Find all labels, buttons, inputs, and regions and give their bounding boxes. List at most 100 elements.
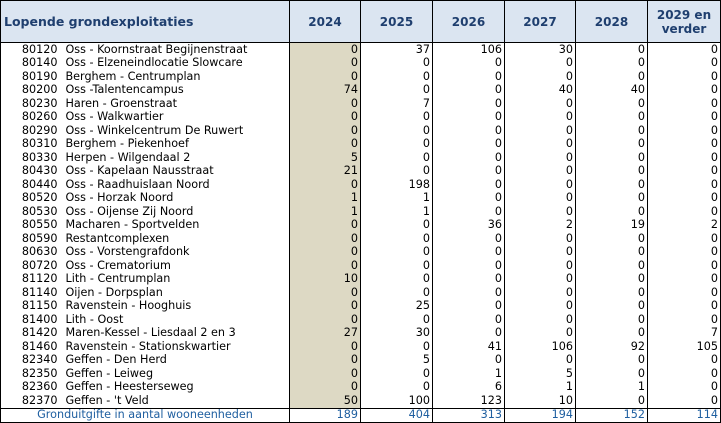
year-value: 0 xyxy=(647,191,721,205)
year-value: 0 xyxy=(432,97,505,111)
year-header: 2024 xyxy=(289,0,361,43)
year-value: 1 xyxy=(432,367,505,381)
table-row: 80530 Oss - Oijense Zij Noord 1 1 0 0 0 0 xyxy=(0,205,721,219)
year-value: 0 xyxy=(360,110,433,124)
year-value: 0 xyxy=(647,164,721,178)
year-value: 0 xyxy=(575,178,648,192)
year-value: 100 xyxy=(360,394,433,409)
table-row: 80310 Berghem - Piekenhoef 0 0 0 0 0 0 xyxy=(0,137,721,151)
year-value: 0 xyxy=(575,124,648,138)
year-value: 0 xyxy=(647,394,721,409)
project-name: Oss - Vorstengrafdonk xyxy=(59,245,290,259)
project-name: Oss - Raadhuislaan Noord xyxy=(59,178,290,192)
table-row: 80550 Macharen - Sportvelden 0 0 36 2 19 2 xyxy=(0,218,721,232)
project-name: Oss -Talentencampus xyxy=(59,83,290,97)
table-row: 80260 Oss - Walkwartier 0 0 0 0 0 0 xyxy=(0,110,721,124)
year-value: 0 xyxy=(575,110,648,124)
year-header: 2028 xyxy=(575,0,648,43)
year-value: 0 xyxy=(289,299,361,313)
year-value: 1 xyxy=(360,205,433,219)
year-value: 0 xyxy=(432,272,505,286)
year-value: 0 xyxy=(289,110,361,124)
year-value: 0 xyxy=(504,56,576,70)
year-value: 0 xyxy=(575,326,648,340)
year-value: 0 xyxy=(360,218,433,232)
year-value: 0 xyxy=(647,70,721,84)
year-value: 0 xyxy=(360,340,433,354)
project-code: 80120 xyxy=(0,42,60,57)
year-value: 36 xyxy=(432,218,505,232)
year-value: 2 xyxy=(647,218,721,232)
year-value: 0 xyxy=(289,178,361,192)
project-name: Geffen - Leiweg xyxy=(59,367,290,381)
year-value: 0 xyxy=(647,42,721,57)
project-code: 80330 xyxy=(0,151,60,165)
year-value: 30 xyxy=(504,42,576,57)
year-header: 2026 xyxy=(432,0,505,43)
year-value: 0 xyxy=(575,97,648,111)
year-value: 0 xyxy=(504,326,576,340)
year-value: 0 xyxy=(647,151,721,165)
table-row: 81460 Ravenstein - Stationskwartier 0 0 41 10… xyxy=(0,340,721,354)
project-code: 80230 xyxy=(0,97,60,111)
table-row: 80430 Oss - Kapelaan Nausstraat 21 0 0 0 0 0 xyxy=(0,164,721,178)
year-value: 0 xyxy=(360,380,433,394)
year-value: 0 xyxy=(504,313,576,327)
year-value: 0 xyxy=(647,380,721,394)
table-row: 80120 Oss - Koornstraat Begijnenstraat 0 37… xyxy=(0,42,721,57)
project-name: Ravenstein - Stationskwartier xyxy=(59,340,290,354)
project-code: 80630 xyxy=(0,245,60,259)
year-value: 105 xyxy=(647,340,721,354)
year-value: 0 xyxy=(289,97,361,111)
year-value: 0 xyxy=(360,286,433,300)
project-code: 80550 xyxy=(0,218,60,232)
year-value: 0 xyxy=(432,205,505,219)
year-value: 5 xyxy=(360,353,433,367)
year-value: 0 xyxy=(504,110,576,124)
year-value: 0 xyxy=(360,124,433,138)
year-value: 0 xyxy=(504,164,576,178)
year-value: 0 xyxy=(504,272,576,286)
table-row: 80200 Oss -Talentencampus 74 0 0 40 40 0 xyxy=(0,83,721,97)
year-value: 1 xyxy=(504,380,576,394)
year-value: 0 xyxy=(432,353,505,367)
project-name: Geffen - Den Herd xyxy=(59,353,290,367)
year-value: 0 xyxy=(575,353,648,367)
table-row: 80720 Oss - Crematorium 0 0 0 0 0 0 xyxy=(0,259,721,273)
year-value: 0 xyxy=(647,299,721,313)
year-value: 2 xyxy=(504,218,576,232)
year-value: 0 xyxy=(647,232,721,246)
project-name: Restantcomplexen xyxy=(59,232,290,246)
table-row: 80290 Oss - Winkelcentrum De Ruwert 0 0 0 0 0 0 xyxy=(0,124,721,138)
year-value: 0 xyxy=(432,178,505,192)
year-value: 0 xyxy=(575,70,648,84)
year-value: 0 xyxy=(575,56,648,70)
year-value: 0 xyxy=(504,137,576,151)
year-value: 0 xyxy=(289,353,361,367)
table-row: 80140 Oss - Elzeneindlocatie Slowcare 0 0 0 0… xyxy=(0,56,721,70)
table-row: 81140 Oijen - Dorpsplan 0 0 0 0 0 0 xyxy=(0,286,721,300)
year-value: 0 xyxy=(432,83,505,97)
year-value: 0 xyxy=(575,137,648,151)
year-value: 0 xyxy=(647,313,721,327)
year-value: 0 xyxy=(432,245,505,259)
year-value: 0 xyxy=(289,245,361,259)
project-code: 82340 xyxy=(0,353,60,367)
year-value: 0 xyxy=(575,272,648,286)
project-code: 81420 xyxy=(0,326,60,340)
project-code: 80430 xyxy=(0,164,60,178)
year-value: 0 xyxy=(360,164,433,178)
table-row: 82340 Geffen - Den Herd 0 5 0 0 0 0 xyxy=(0,353,721,367)
year-value: 27 xyxy=(289,326,361,340)
year-value: 21 xyxy=(289,164,361,178)
year-value: 0 xyxy=(504,191,576,205)
year-value: 37 xyxy=(360,42,433,57)
project-code: 80520 xyxy=(0,191,60,205)
project-name: Macharen - Sportvelden xyxy=(59,218,290,232)
year-value: 0 xyxy=(360,313,433,327)
year-header: 2029 en verder xyxy=(647,0,721,43)
project-code: 82370 xyxy=(0,394,60,409)
year-value: 0 xyxy=(289,232,361,246)
year-value: 0 xyxy=(575,232,648,246)
year-value: 0 xyxy=(575,259,648,273)
